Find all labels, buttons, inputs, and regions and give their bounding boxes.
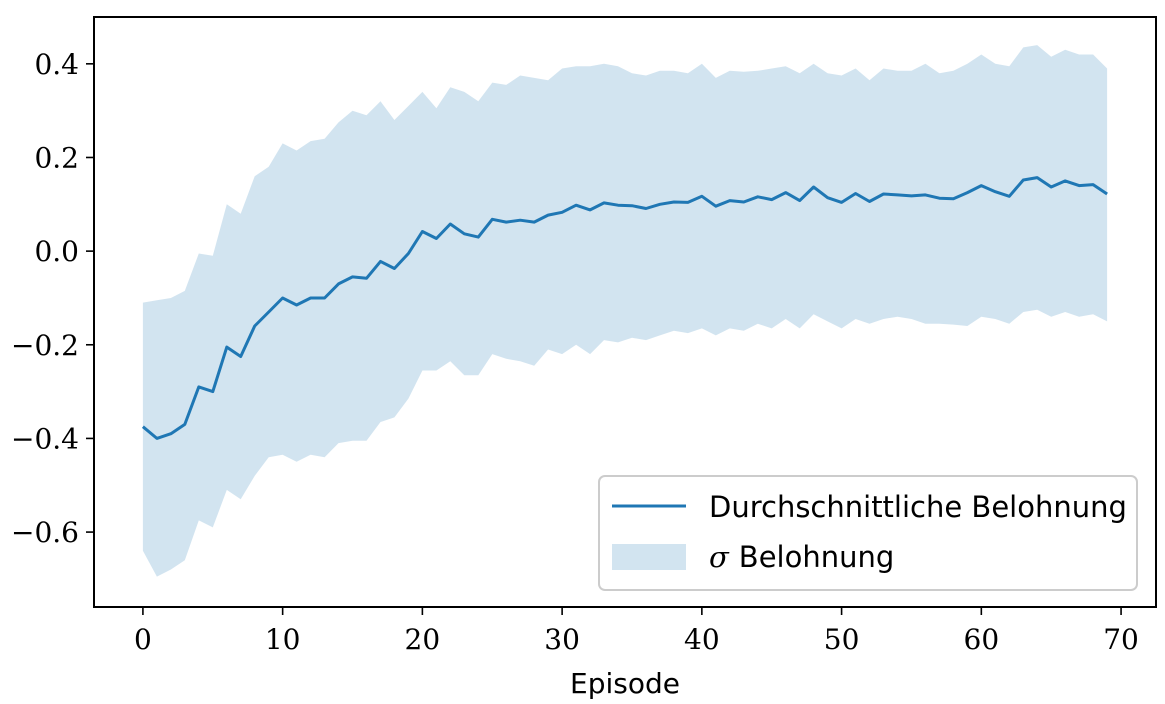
x-tick-label: 20 (405, 623, 441, 656)
y-tick-label: 0.4 (34, 48, 79, 81)
y-axis: −0.6 −0.4 −0.2 0.0 0.2 0.4 (11, 48, 94, 549)
legend-label-mean: Durchschnittliche Belohnung (709, 490, 1127, 524)
x-tick-label: 30 (544, 623, 580, 656)
legend-label-sigma: σ Belohnung (709, 540, 894, 574)
axes-frame (93, 16, 1157, 608)
x-tick-label: 70 (1103, 623, 1139, 656)
y-tick-label: −0.6 (11, 516, 79, 549)
y-tick-label: −0.4 (11, 422, 79, 455)
x-tick-label: 10 (265, 623, 301, 656)
x-tick-label: 50 (824, 623, 860, 656)
legend-box (598, 475, 1138, 591)
legend-sigma-symbol: σ (709, 540, 730, 574)
x-axis: 0 10 20 30 40 50 60 70 (134, 607, 1139, 656)
mean-reward-line (141, 176, 1108, 440)
legend: Durchschnittliche Belohnung σ Belohnung (598, 475, 1138, 591)
y-tick-label: 0.2 (34, 141, 79, 174)
y-tick-label: −0.2 (11, 329, 79, 362)
sigma-band (142, 45, 1108, 577)
plot-area (141, 45, 1108, 577)
x-tick-label: 60 (964, 623, 1000, 656)
y-tick-label: 0.0 (34, 235, 79, 268)
legend-band-symbol (612, 544, 686, 570)
x-axis-label: Episode (570, 667, 680, 700)
legend-sigma-label: Belohnung (739, 540, 894, 574)
x-tick-label: 40 (684, 623, 720, 656)
x-tick-label: 0 (134, 623, 152, 656)
